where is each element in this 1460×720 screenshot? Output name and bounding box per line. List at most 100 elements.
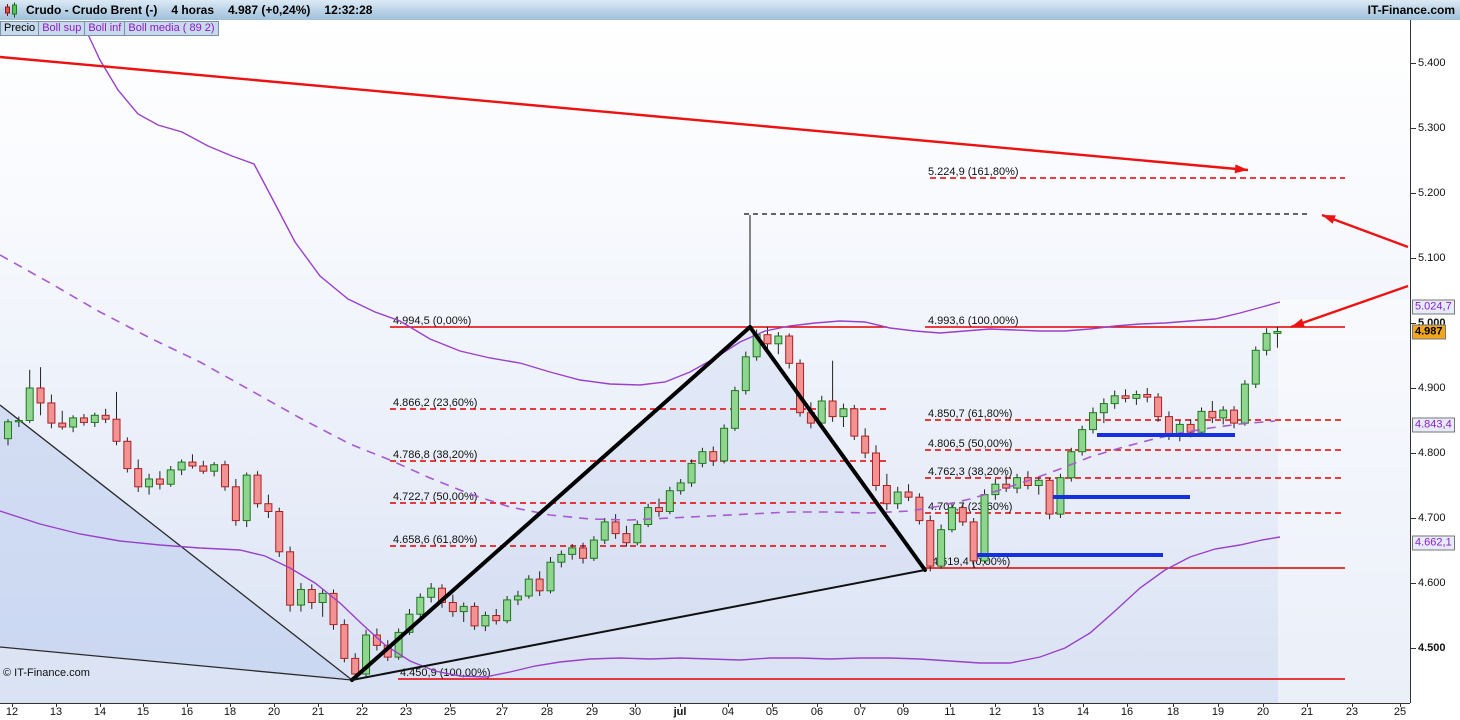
triangle-fill (352, 327, 925, 680)
annotation-arrow[interactable] (1321, 213, 1409, 249)
fib-level-label: 4.806,5 (50,00%) (928, 438, 1012, 450)
price-axis-tick: 4.900 (1411, 382, 1446, 394)
indicator-button-precio[interactable]: Precio (0, 21, 40, 36)
time-axis-label: 22 (355, 706, 369, 718)
time-axis-label: 12 (988, 706, 1002, 718)
time-axis-label: 20 (267, 706, 281, 718)
fib-level-label: 4.762,3 (38,20%) (928, 466, 1012, 478)
time-axis-tickmark (817, 704, 818, 707)
price-axis-tick: 5.100 (1411, 252, 1446, 264)
time-axis-label: 25 (1393, 706, 1407, 718)
price-tag-purple: 5.024,7 (1412, 299, 1455, 315)
price-axis-tick: 4.500 (1411, 642, 1446, 654)
time-axis-label: 18 (223, 706, 237, 718)
bollinger-lower-band (0, 510, 1281, 678)
candlestick-chart[interactable]: 4.994,5 (0,00%) 4.866,2 (23,60%) 4.786,8 (… (0, 20, 1410, 703)
time-axis-tickmark (903, 704, 904, 707)
time-axis-tickmark (56, 704, 57, 707)
time-axis-tickmark (1127, 704, 1128, 707)
time-axis-tickmark (772, 704, 773, 707)
time-axis-tickmark (12, 704, 13, 707)
time-axis-label: 20 (1256, 706, 1270, 718)
time-axis-label: 16 (1120, 706, 1134, 718)
copyright-watermark: © IT-Finance.com (3, 667, 90, 679)
bollinger-media-line (0, 254, 1276, 521)
time-axis-label: 13 (1031, 706, 1045, 718)
time-axis-label: 09 (896, 706, 910, 718)
time-axis-label: 19 (1211, 706, 1225, 718)
instrument-title: Crudo - Crudo Brent (-) (26, 3, 158, 17)
time-axis-label: 11 (944, 706, 956, 718)
indicator-button-boll-inf[interactable]: Boll inf (84, 21, 126, 36)
time-axis-tickmark (274, 704, 275, 707)
axis-corner (1410, 703, 1460, 720)
price-axis-tick: 4.700 (1411, 512, 1446, 524)
annotation-arrowhead (1322, 215, 1336, 224)
time-axis-tickmark (635, 704, 636, 707)
brand-label: IT-Finance.com (1367, 3, 1455, 17)
price-tag-purple: 4.662,1 (1412, 535, 1455, 551)
time-axis-tickmark (406, 704, 407, 707)
time-axis-tickmark (1263, 704, 1264, 707)
triangle-trendline[interactable] (748, 325, 927, 572)
time-axis-tickmark (1218, 704, 1219, 707)
time-axis-label: 07 (853, 706, 867, 718)
time-axis-label: 15 (136, 706, 150, 718)
time-axis-tickmark (728, 704, 729, 707)
fib-level-label: 4.707,7 (23,60%) (928, 501, 1012, 513)
price-axis-tick: 5.200 (1411, 187, 1446, 199)
indicator-button-boll-sup[interactable]: Boll sup (38, 21, 86, 36)
wedge-trendline[interactable] (0, 646, 353, 681)
time-axis-tickmark (860, 704, 861, 707)
fib-level-label: 4.850,7 (61,80%) (928, 408, 1012, 420)
indicator-button-row: Precio Boll sup Boll inf Boll media ( 89 2) (0, 21, 219, 36)
time-axis-tickmark (318, 704, 319, 707)
price-axis: 5.400 5.300 5.200 5.100 5.000 4.900 4.800 4.700… (1410, 20, 1460, 703)
annotation-arrowhead (1291, 318, 1305, 327)
time-axis-tickmark (1352, 704, 1353, 707)
chart-toolbar: Crudo - Crudo Brent (-) 4 horas 4.987 (+… (0, 0, 1460, 21)
fib-level-label: 4.619,4 (0,00%) (932, 556, 1010, 568)
annotation-arrow[interactable] (1290, 284, 1409, 329)
time-axis-label: jul (673, 706, 687, 718)
fib-level-label: 5.224,9 (161,80%) (928, 166, 1019, 178)
price-change-label: 4.987 (+0,24%) (228, 3, 311, 17)
wedge-trendline[interactable] (0, 404, 353, 681)
time-axis-label: 25 (443, 706, 457, 718)
time-axis-tickmark (547, 704, 548, 707)
fib-level-label: 4.722,7 (50,00%) (393, 491, 477, 503)
indicator-button-boll-media-89-2-[interactable]: Boll media ( 89 2) (124, 21, 219, 36)
price-tag-purple: 4.843,4 (1412, 417, 1455, 433)
time-axis-label: 12 (5, 706, 19, 718)
annotation-arrow[interactable] (0, 55, 1249, 172)
time-axis-label: 06 (810, 706, 824, 718)
time-axis-tickmark (362, 704, 363, 707)
time-axis-tickmark (950, 704, 951, 707)
triangle-trendline[interactable] (351, 569, 926, 681)
time-axis-label: 05 (765, 706, 779, 718)
fib-level-label: 4.993,6 (100,00%) (928, 315, 1019, 327)
candlestick-icon (5, 2, 17, 18)
time-axis-tickmark (143, 704, 144, 707)
time-axis-tickmark (592, 704, 593, 707)
timeframe-label: 4 horas (171, 3, 214, 17)
time-axis-tickmark (995, 704, 996, 707)
chart-plot-area[interactable]: 4.994,5 (0,00%) 4.866,2 (23,60%) 4.786,8 (… (0, 20, 1410, 703)
time-axis-tickmark (1083, 704, 1084, 707)
time-axis-label: 18 (1166, 706, 1180, 718)
time-axis-tickmark (1400, 704, 1401, 707)
time-axis-tickmark (100, 704, 101, 707)
time-axis-label: 28 (540, 706, 554, 718)
clock-label: 12:32:28 (324, 3, 373, 17)
time-axis-tickmark (1173, 704, 1174, 707)
time-axis-label: 21 (1300, 706, 1314, 718)
fib-level-label: 4.866,2 (23,60%) (393, 397, 477, 409)
candles-series (4, 326, 1282, 680)
price-axis-tick: 4.800 (1411, 447, 1446, 459)
triangle-trendline[interactable] (350, 325, 752, 682)
time-axis-label: 27 (495, 706, 509, 718)
time-axis-label: 23 (399, 706, 413, 718)
time-axis-tickmark (230, 704, 231, 707)
time-axis-label: 14 (93, 706, 107, 718)
